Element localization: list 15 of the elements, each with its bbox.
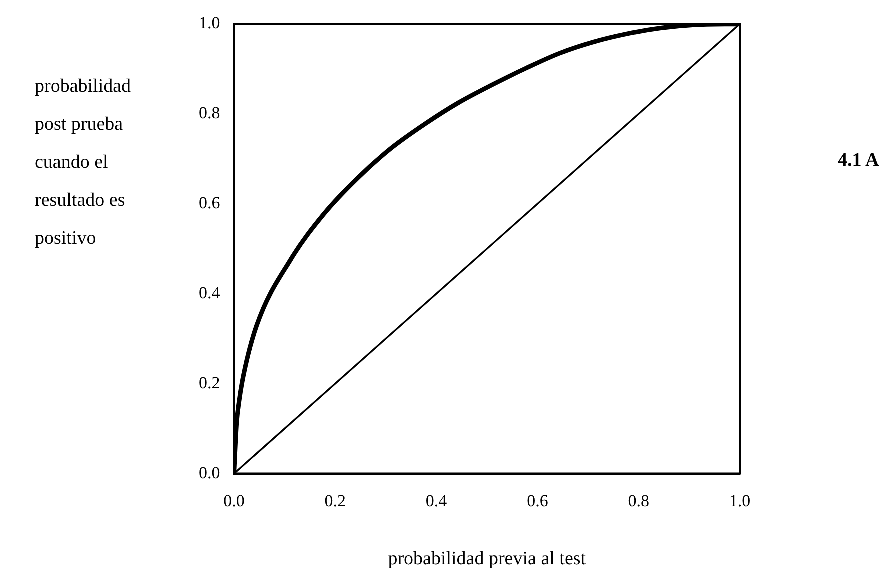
- x-tick-label: 0.2: [324, 491, 346, 510]
- x-tick-label: 0.6: [527, 491, 548, 510]
- x-axis-title: probabilidad previa al test: [388, 548, 587, 570]
- x-tick-label: 0.8: [628, 491, 650, 510]
- y-tick-label: 0.0: [199, 463, 220, 482]
- y-tick-label: 0.6: [199, 194, 220, 213]
- y-tick-label: 0.4: [199, 283, 221, 302]
- x-tick-label: 0.4: [426, 491, 448, 510]
- y-axis-title: probabilidad post prueba cuando el resultado es positivo: [35, 75, 132, 251]
- y-tick-label: 1.0: [199, 14, 220, 33]
- y-tick-label: 0.2: [199, 373, 220, 392]
- text: 4.1 A: [838, 150, 880, 172]
- x-tick-label: 1.0: [729, 491, 751, 510]
- x-tick-label: 0.0: [224, 491, 245, 510]
- y-tick-label: 0.8: [199, 104, 220, 123]
